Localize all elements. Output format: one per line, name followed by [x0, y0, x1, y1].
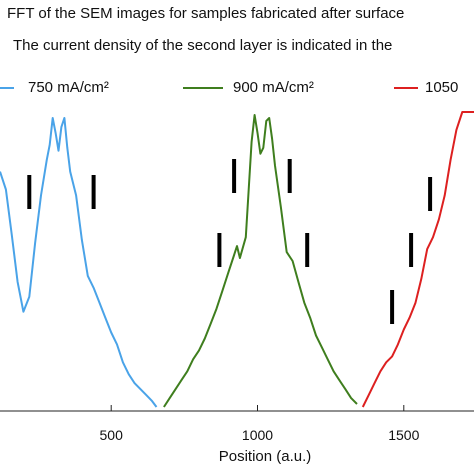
legend-label-750: 750 mA/cm²: [28, 79, 109, 96]
marker-layer: [27, 159, 433, 324]
x-axis-ticks: 500 1000 1500: [100, 405, 420, 443]
legend-label-1050: 1050: [425, 79, 458, 96]
x-tick-label: 500: [100, 427, 124, 443]
header-line-1: FFT of the SEM images for samples fabric…: [7, 5, 404, 22]
series-line-2: [361, 111, 474, 408]
series-line-0: [0, 117, 158, 408]
x-tick-label: 1000: [242, 427, 273, 443]
header-line-2: The current density of the second layer …: [13, 37, 392, 54]
series-layer: [0, 111, 474, 408]
x-axis-label: Position (a.u.): [219, 448, 312, 465]
legend-label-900: 900 mA/cm²: [233, 79, 314, 96]
series-line-1: [163, 114, 358, 408]
legend: 750 mA/cm² 900 mA/cm² 1050: [0, 79, 458, 96]
x-tick-label: 1500: [388, 427, 419, 443]
